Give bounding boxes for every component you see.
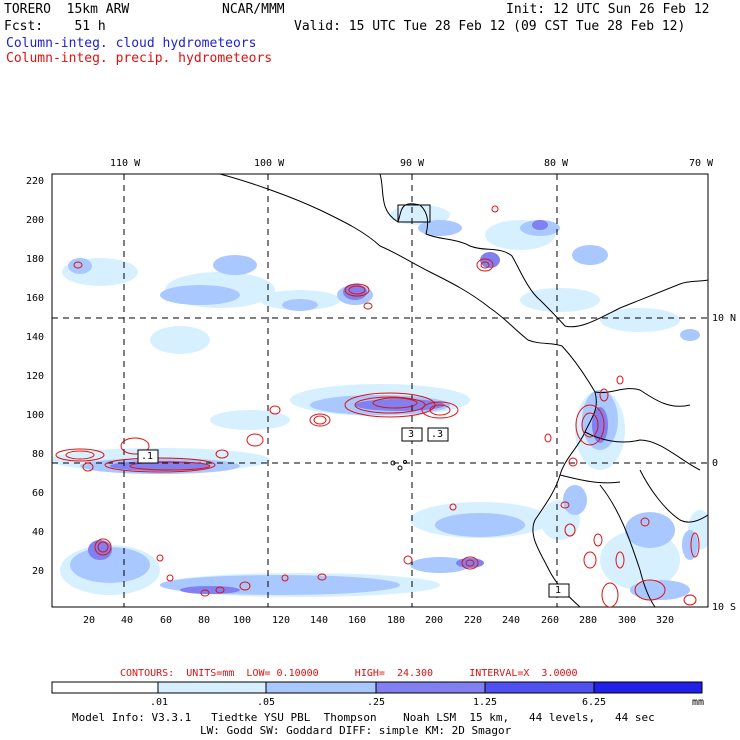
x-tick: 160 xyxy=(348,615,367,626)
colorbar-label: 6.25 xyxy=(582,697,607,708)
x-tick: 80 xyxy=(198,615,211,626)
x-tick: 240 xyxy=(502,615,521,626)
lon-label: 70 W xyxy=(689,158,714,169)
contours-info: CONTOURS: UNITS=mm LOW= 0.10000 HIGH= 24… xyxy=(120,668,578,679)
contour-label: .3 xyxy=(431,429,444,440)
y-tick: 100 xyxy=(26,410,45,421)
lat-label: 0 xyxy=(712,458,719,469)
colorbar-label: .25 xyxy=(367,697,386,708)
colorbar-label: .01 xyxy=(150,697,169,708)
x-tick: 300 xyxy=(618,615,637,626)
colorbar-label: 1.25 xyxy=(473,697,498,708)
contour-label: 3 xyxy=(408,429,415,440)
model-physics: LW: Godd SW: Goddard DIFF: simple KM: 2D… xyxy=(200,724,512,737)
x-tick: 120 xyxy=(272,615,291,626)
lon-label: 110 W xyxy=(110,158,141,169)
x-tick: 220 xyxy=(464,615,483,626)
x-tick: 60 xyxy=(160,615,173,626)
x-tick: 140 xyxy=(310,615,329,626)
model-title: TORERO 15km ARW xyxy=(4,2,130,17)
y-tick: 20 xyxy=(32,566,45,577)
precip-contours xyxy=(55,205,700,607)
init-time: Init: 12 UTC Sun 26 Feb 12 xyxy=(506,2,710,17)
center-label: NCAR/MMM xyxy=(222,2,285,17)
field-precip-title: Column-integ. precip. hydrometeors xyxy=(6,51,273,66)
y-tick: 180 xyxy=(26,254,45,265)
field-cloud-title: Column-integ. cloud hydrometeors xyxy=(6,36,257,51)
colorbar-unit: mm xyxy=(692,697,705,708)
contour-label: .1 xyxy=(141,451,154,462)
y-tick: 140 xyxy=(26,332,45,343)
x-tick: 100 xyxy=(233,615,252,626)
y-tick: 80 xyxy=(32,449,45,460)
cloud-shading xyxy=(52,205,708,600)
x-tick: 40 xyxy=(121,615,134,626)
y-tick: 60 xyxy=(32,488,45,499)
y-tick: 160 xyxy=(26,293,45,304)
y-tick: 200 xyxy=(26,215,45,226)
forecast-hour: Fcst: 51 h xyxy=(4,19,106,34)
lon-label: 90 W xyxy=(400,158,425,169)
x-tick: 260 xyxy=(541,615,560,626)
x-tick: 280 xyxy=(579,615,598,626)
lat-label: 10 S xyxy=(712,602,737,613)
y-tick: 220 xyxy=(26,176,45,187)
x-tick: 200 xyxy=(425,615,444,626)
lon-label: 100 W xyxy=(254,158,285,169)
x-tick: 180 xyxy=(387,615,406,626)
coastlines xyxy=(219,174,708,607)
y-tick: 120 xyxy=(26,371,45,382)
colorbar-label: .05 xyxy=(257,697,276,708)
x-tick: 20 xyxy=(83,615,96,626)
contour-labels xyxy=(137,427,570,598)
lon-label: 80 W xyxy=(544,158,569,169)
lat-label: 10 N xyxy=(712,313,737,324)
y-tick: 40 xyxy=(32,527,45,538)
valid-time: Valid: 15 UTC Tue 28 Feb 12 (09 CST Tue … xyxy=(294,19,686,34)
x-tick: 320 xyxy=(656,615,675,626)
contour-label: 1 xyxy=(555,585,562,596)
model-info: Model Info: V3.3.1 Tiedtke YSU PBL Thomp… xyxy=(72,711,655,724)
